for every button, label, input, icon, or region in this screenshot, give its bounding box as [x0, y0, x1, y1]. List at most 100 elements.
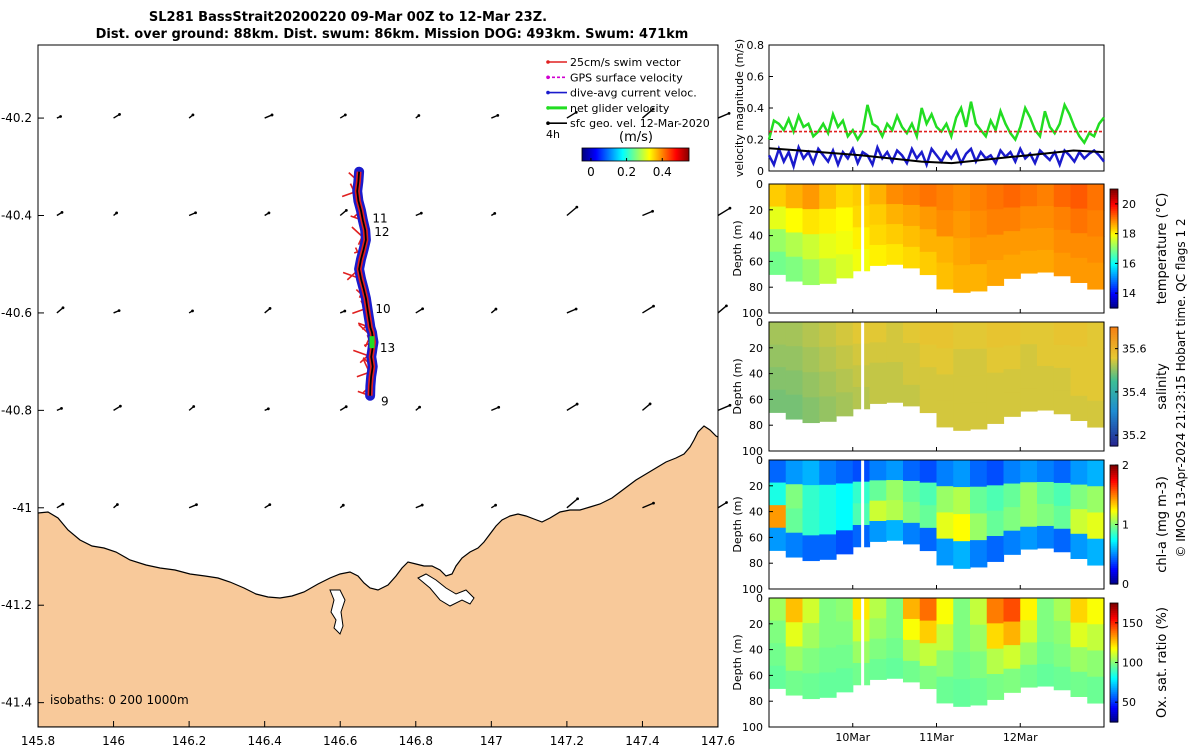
geo-vector-head	[118, 404, 122, 408]
section-cell	[1087, 486, 1105, 514]
geo-vector-head	[343, 113, 347, 117]
section-cell	[953, 460, 971, 488]
section-cell	[936, 538, 954, 566]
section-cell	[819, 396, 837, 422]
section-cell	[1053, 206, 1072, 231]
section-cell	[769, 389, 787, 413]
section-colorbar-cell	[1110, 646, 1118, 650]
map-x-tick-label: 146.2	[172, 734, 206, 748]
section-cell	[936, 210, 954, 238]
section-colorbar-cell	[1110, 396, 1118, 399]
section-colorbar-cell	[1110, 426, 1118, 429]
section-colorbar-cell	[1110, 240, 1118, 244]
title-line-2: Dist. over ground: 88km. Dist. swum: 86k…	[96, 27, 689, 42]
section-colorbar-cell	[1110, 328, 1118, 332]
section-colorbar-cell	[1110, 490, 1118, 494]
section-colorbar-cell	[1110, 680, 1118, 683]
section-cell	[953, 598, 971, 626]
section-cell	[819, 233, 837, 260]
section-cell	[970, 184, 988, 212]
colorbar-cell	[658, 148, 660, 161]
section-colorbar-cell	[1110, 192, 1118, 196]
section-y-tick-label: 80	[749, 557, 763, 570]
colorbar-cell	[593, 148, 595, 161]
section-y-tick-label: 40	[749, 368, 763, 381]
section-cell	[936, 624, 954, 652]
section-colorbar-cell	[1110, 370, 1118, 374]
section-y-tick-label: 20	[749, 618, 763, 631]
section-colorbar-cell	[1110, 282, 1118, 285]
geo-vector-head	[725, 501, 728, 504]
section-cell	[986, 184, 1005, 210]
geo-vector-arrow	[717, 501, 727, 509]
section-cell	[819, 647, 837, 674]
section-cell	[819, 184, 837, 210]
map-x-tick-label: 146.4	[247, 734, 281, 748]
section-cell	[1037, 365, 1055, 389]
salinity-section: 0 20 40 60 80 100 Depth (m) 35.2 35.4 35.6 salinit…	[731, 316, 1170, 458]
section-colorbar-cell	[1110, 400, 1118, 403]
section-colorbar-cell	[1110, 470, 1118, 474]
section-colorbar-cell	[1110, 574, 1118, 577]
section-colorbar-cell	[1110, 556, 1118, 559]
section-colorbar-cell	[1110, 668, 1118, 672]
colorbar-cell	[656, 148, 658, 161]
geo-vector-head	[651, 209, 654, 213]
map-y-tick-label: -41.2	[1, 598, 32, 612]
velocity-ylabel: velocity magnitude (m/s)	[733, 39, 746, 177]
data-gap	[861, 460, 865, 564]
section-colorbar-cell	[1110, 465, 1118, 468]
section-cell	[986, 322, 1005, 348]
geo-vector-head	[418, 405, 422, 409]
section-cell	[1003, 322, 1021, 347]
section-colorbar-cell	[1110, 266, 1118, 269]
section-cell	[1020, 526, 1038, 550]
section-colorbar-cell	[1110, 610, 1118, 614]
section-cell	[785, 508, 804, 534]
colorbar-cell	[627, 148, 629, 161]
section-colorbar-tick-label: 16	[1122, 257, 1136, 270]
colorbar-cell	[651, 148, 653, 161]
section-cell	[769, 206, 787, 230]
section-cell	[1070, 184, 1088, 210]
section-cell	[836, 254, 854, 279]
section-colorbar-cell	[1110, 262, 1118, 265]
section-cell	[970, 540, 988, 568]
section-ylabel: Depth (m)	[731, 220, 744, 276]
section-colorbar-cell	[1110, 444, 1118, 447]
section-colorbar-cell	[1110, 524, 1118, 528]
section-colorbar-cell	[1110, 327, 1118, 330]
section-cell	[1087, 184, 1105, 211]
section-cell	[785, 346, 804, 372]
section-colorbar-tick-label: 0	[1122, 578, 1129, 591]
section-cell	[903, 322, 921, 344]
section-colorbar-cell	[1110, 510, 1118, 514]
section-colorbar-cell	[1110, 566, 1118, 569]
section-cell	[1070, 460, 1088, 486]
section-colorbar-cell	[1110, 628, 1118, 632]
section-cell	[1037, 249, 1055, 273]
section-cell	[836, 460, 854, 485]
section-cell	[1020, 504, 1038, 528]
geo-vector-head	[493, 212, 497, 215]
velocity-series-sfc_geo	[768, 147, 1105, 165]
section-colorbar-cell	[1110, 296, 1118, 299]
section-colorbar-cell	[1110, 258, 1118, 261]
section-colorbar-cell	[1110, 268, 1118, 271]
colorbar-frame	[581, 147, 690, 162]
geo-vector-arrow	[566, 308, 577, 314]
geo-vector-head	[268, 503, 272, 507]
section-cell	[785, 622, 804, 648]
colorbar-cell	[582, 148, 584, 161]
section-colorbar-cell	[1110, 660, 1118, 664]
geo-vector-head	[344, 405, 348, 409]
section-colorbar-cell	[1110, 280, 1118, 283]
section-colorbar-cell	[1110, 662, 1118, 666]
section-cell	[802, 209, 820, 235]
section-cell	[1020, 228, 1038, 252]
colorbar-cell	[682, 148, 684, 161]
section-colorbar-cell	[1110, 358, 1118, 362]
section-cell	[769, 620, 787, 644]
section-cell	[769, 367, 787, 391]
section-colorbar-cell	[1110, 414, 1118, 417]
